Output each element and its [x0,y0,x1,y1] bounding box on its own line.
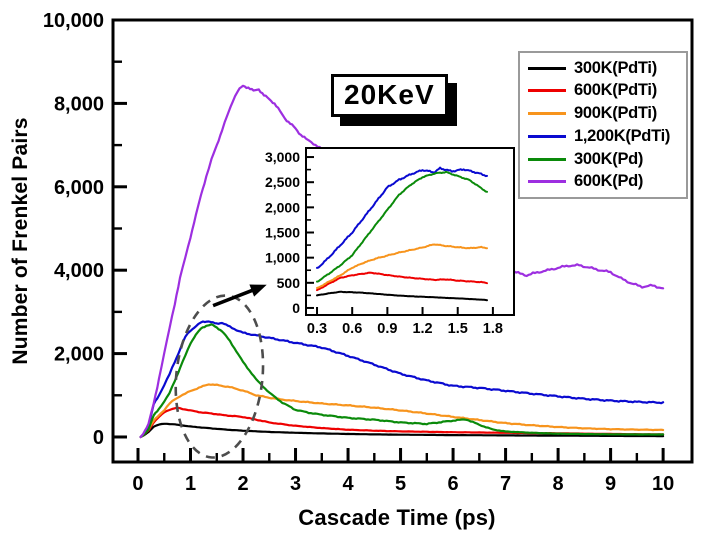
inset-background [305,147,515,316]
x-tick-label: 10 [652,473,674,495]
energy-badge: 20KeV [331,74,448,117]
inset-series-600K(PdTi) [316,271,488,292]
x-tick-label: 2 [237,473,248,495]
inset-x-tick-label: 0.9 [377,321,397,337]
legend-item-4: 300K(Pd) [528,148,686,170]
x-tick-label: 6 [448,473,459,495]
inset-y-tick-label: 3,000 [265,149,300,165]
x-tick-label: 7 [500,473,511,495]
inset-x-tick-label: 1.5 [448,321,468,337]
y-tick-label: 6,000 [54,177,104,199]
zoom-arrow-head [249,284,267,297]
inset-series-1,200K(PdTi) [316,166,488,269]
x-axis-title: Cascade Time (ps) [298,505,496,530]
legend-item-1: 600K(PdTi) [528,80,686,102]
legend-label: 900K(PdTi) [574,104,657,123]
inset-y-tick-label: 0 [292,300,300,316]
legend-line-swatch [528,134,566,138]
inset-x-tick-label: 0.6 [342,321,362,337]
legend-line-swatch [528,112,566,116]
series-900K(PdTi) [139,383,665,439]
inset-y-tick-label: 500 [277,275,301,291]
y-tick-label: 8,000 [54,93,104,115]
x-tick-label: 4 [342,473,354,495]
inset-y-tick-label: 1,500 [265,225,300,241]
legend-line-swatch [528,66,566,70]
x-tick-label: 5 [395,473,406,495]
legend-line-swatch [528,180,566,184]
legend-label: 600K(Pd) [574,172,644,191]
inset-y-tick-label: 1,000 [265,250,300,266]
y-axis-title: Number of Frenkel Pairs [9,117,32,365]
x-tick-label: 8 [553,473,564,495]
legend-label: 600K(PdTi) [574,81,657,100]
legend-line-swatch [528,89,566,93]
inset-x-tick-label: 1.8 [483,321,503,337]
inset-series-300K(PdTi) [316,290,488,302]
series-1,200K(PdTi) [139,320,665,439]
series-300K(PdTi) [139,422,665,439]
y-tick-label: 2,000 [54,344,104,366]
inset-series-900K(PdTi) [316,243,488,289]
y-tick-label: 4,000 [54,260,104,282]
y-tick-label: 10,000 [43,10,104,32]
inset-y-tick-label: 2,500 [265,174,300,190]
legend-label: 1,200K(PdTi) [574,126,671,145]
y-tick-label: 0 [93,427,104,449]
legend-line-swatch [528,157,566,161]
inset-x-tick-label: 0.3 [307,321,327,337]
legend-box: 300K(PdTi) 600K(PdTi) 900K(PdTi) 1,200K(PdT… [518,51,688,199]
highlight-ellipse [174,294,265,459]
x-tick-label: 1 [185,473,196,495]
legend-label: 300K(PdTi) [574,58,657,77]
plot-border [111,18,694,464]
legend-item-5: 600K(Pd) [528,171,686,193]
zoom-arrow-shaft [212,286,258,308]
inset-y-tick-label: 2,000 [265,199,300,215]
inset-series-300K(Pd) [316,170,488,283]
x-tick-label: 9 [605,473,616,495]
legend-item-3: 1,200K(PdTi) [528,125,686,147]
series-300K(Pd) [139,323,665,439]
legend-item-2: 900K(PdTi) [528,103,686,125]
legend-item-0: 300K(PdTi) [528,57,686,79]
x-tick-label: 0 [132,473,143,495]
inset-x-tick-label: 1.2 [412,321,432,337]
x-tick-label: 3 [290,473,301,495]
legend-label: 300K(Pd) [574,149,644,168]
